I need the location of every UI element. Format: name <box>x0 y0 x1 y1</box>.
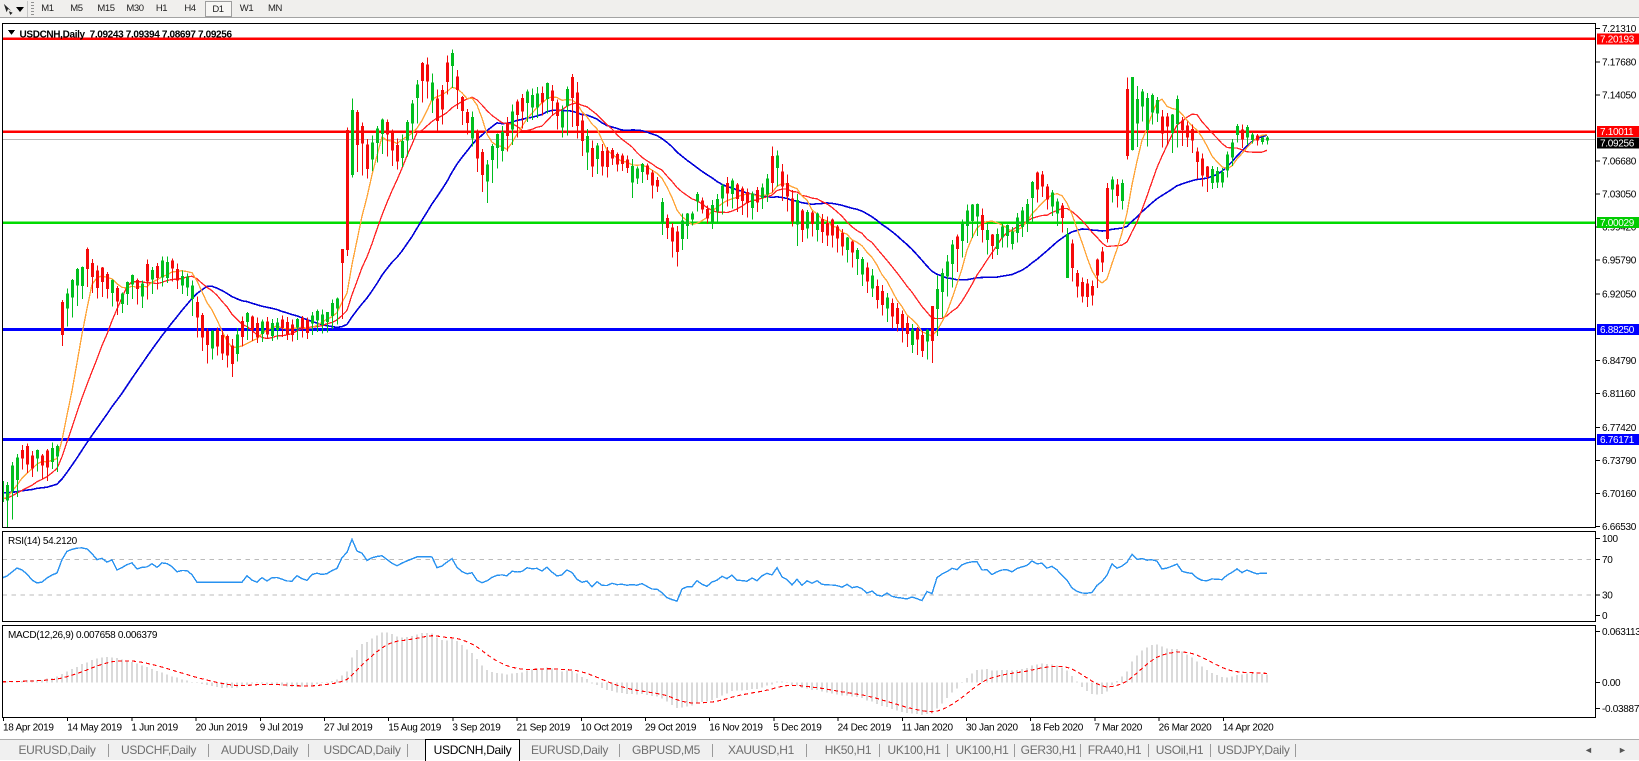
svg-text:MACD(12,26,9) 0.007658 0.00637: MACD(12,26,9) 0.007658 0.006379 <box>8 630 158 641</box>
svg-text:1 Jun 2019: 1 Jun 2019 <box>131 723 178 734</box>
svg-text:29 Oct 2019: 29 Oct 2019 <box>645 723 697 734</box>
svg-text:16 Nov 2019: 16 Nov 2019 <box>709 723 763 734</box>
svg-text:7.17680: 7.17680 <box>1602 57 1637 68</box>
svg-text:0: 0 <box>1602 611 1608 622</box>
svg-text:7 Mar 2020: 7 Mar 2020 <box>1094 723 1142 734</box>
svg-text:RSI(14) 54.2120: RSI(14) 54.2120 <box>8 536 78 547</box>
svg-text:11 Jan 2020: 11 Jan 2020 <box>902 723 954 734</box>
svg-text:100: 100 <box>1602 534 1619 545</box>
svg-text:6.70160: 6.70160 <box>1602 489 1637 500</box>
svg-text:6.88250: 6.88250 <box>1600 325 1635 336</box>
svg-text:7.00029: 7.00029 <box>1600 218 1635 229</box>
svg-text:6.66530: 6.66530 <box>1602 522 1637 533</box>
svg-text:-0.038872: -0.038872 <box>1602 704 1639 715</box>
svg-text:24 Dec 2019: 24 Dec 2019 <box>838 723 892 734</box>
svg-text:27 Jul 2019: 27 Jul 2019 <box>324 723 373 734</box>
svg-text:6.92050: 6.92050 <box>1602 290 1637 301</box>
svg-text:7.20193: 7.20193 <box>1600 34 1635 45</box>
svg-text:20 Jun 2019: 20 Jun 2019 <box>196 723 248 734</box>
svg-text:6.95790: 6.95790 <box>1602 256 1637 267</box>
svg-text:6.77420: 6.77420 <box>1602 423 1637 434</box>
svg-text:18 Feb 2020: 18 Feb 2020 <box>1030 723 1084 734</box>
svg-text:6.73790: 6.73790 <box>1602 456 1637 467</box>
svg-text:7.10011: 7.10011 <box>1600 127 1634 138</box>
svg-text:21 Sep 2019: 21 Sep 2019 <box>517 723 571 734</box>
svg-text:6.76171: 6.76171 <box>1600 435 1635 446</box>
svg-text:30: 30 <box>1602 591 1613 602</box>
svg-text:26 Mar 2020: 26 Mar 2020 <box>1159 723 1213 734</box>
svg-text:7.14050: 7.14050 <box>1602 90 1637 101</box>
svg-text:30 Jan 2020: 30 Jan 2020 <box>966 723 1018 734</box>
svg-text:14 Apr 2020: 14 Apr 2020 <box>1223 723 1274 734</box>
svg-text:0.063113: 0.063113 <box>1602 627 1639 638</box>
svg-text:15 Aug 2019: 15 Aug 2019 <box>388 723 442 734</box>
svg-text:6.81160: 6.81160 <box>1602 389 1636 400</box>
svg-text:7.21310: 7.21310 <box>1602 24 1637 35</box>
svg-text:10 Oct 2019: 10 Oct 2019 <box>581 723 633 734</box>
svg-text:9 Jul 2019: 9 Jul 2019 <box>260 723 304 734</box>
svg-text:0.00: 0.00 <box>1602 678 1621 689</box>
svg-text:18 Apr 2019: 18 Apr 2019 <box>3 723 54 734</box>
svg-text:7.09256: 7.09256 <box>1600 138 1635 149</box>
svg-text:7.06680: 7.06680 <box>1602 156 1637 167</box>
svg-text:USDCNH,Daily 7.09243 7.09394: USDCNH,Daily 7.09243 7.09394 7.08697 7.0… <box>20 30 233 41</box>
svg-text:7.03050: 7.03050 <box>1602 189 1637 200</box>
svg-text:5 Dec 2019: 5 Dec 2019 <box>773 723 822 734</box>
svg-text:3 Sep 2019: 3 Sep 2019 <box>452 723 501 734</box>
svg-text:6.84790: 6.84790 <box>1602 356 1637 367</box>
svg-text:70: 70 <box>1602 555 1613 566</box>
svg-text:14 May 2019: 14 May 2019 <box>67 723 122 734</box>
